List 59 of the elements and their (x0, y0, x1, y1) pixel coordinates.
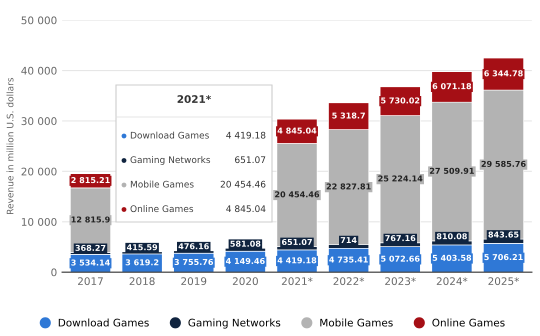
annotation: Online Games (130, 205, 194, 212)
x-tick-label: 2025* (488, 277, 520, 286)
y-tick-label: 30 000 (22, 117, 57, 126)
annotation: 651.07 (235, 156, 266, 164)
data-label: 581.08 (230, 240, 260, 247)
annotation: 20 454.46 (220, 180, 266, 188)
x-tick-label: 2018 (130, 277, 155, 286)
data-label: 25 224.14 (378, 175, 422, 182)
data-label: 651.07 (282, 238, 312, 246)
data-label: 843.65 (488, 231, 518, 238)
x-tick-label: 2017 (78, 277, 103, 286)
data-label: 4 419.18 (278, 257, 316, 264)
data-label: 4 149.46 (226, 258, 265, 264)
data-label: 27 509.91 (430, 168, 474, 174)
x-tick-label: 2020 (232, 277, 258, 286)
data-label: 5 318.7 (332, 112, 365, 119)
data-label: 714 (340, 237, 357, 244)
data-label: 3 755.76 (174, 258, 214, 266)
data-label: 4 735.41 (329, 256, 368, 263)
x-tick-label: 2023* (385, 277, 416, 286)
legend-label: Download Games (58, 318, 149, 327)
y-tick-label: 40 000 (21, 66, 57, 75)
data-label: 2 815.21 (71, 177, 110, 184)
legend-label: Online Games (432, 318, 505, 327)
annotation: Download Games (130, 132, 209, 139)
data-label: 415.59 (126, 244, 158, 250)
x-tick-label: 2021* (282, 277, 313, 286)
data-label: 22 827.81 (326, 183, 371, 190)
data-label: 3 534.14 (71, 260, 110, 266)
data-label: 29 585.76 (482, 160, 526, 167)
x-tick-label: 2024* (436, 277, 468, 286)
data-label: 4 845.04 (278, 128, 316, 134)
data-label: 20 454.46 (275, 191, 320, 198)
data-label: 3 619.2 (126, 259, 158, 266)
data-label: 767.16 (385, 235, 416, 242)
x-tick-label: 2022* (334, 277, 364, 286)
annotation: 4 419.18 (226, 132, 266, 139)
data-label: 5 706.21 (484, 254, 523, 260)
data-label: 6 344.78 (484, 70, 523, 76)
annotation: Gaming Networks (130, 156, 210, 165)
data-label: 5 730.02 (381, 97, 420, 104)
y-tick-label: 50 000 (22, 16, 57, 24)
y-axis-title: Revenue in million U.S. dollars (6, 78, 14, 214)
data-label: 5 403.58 (432, 254, 472, 261)
legend-label: Gaming Networks (188, 318, 280, 329)
annotation: 2021* (178, 95, 212, 104)
data-label: 810.08 (436, 233, 467, 240)
y-tick-label: 20 000 (22, 168, 57, 176)
data-label: 5 072.66 (381, 256, 420, 262)
annotation: Mobile Games (130, 180, 194, 188)
data-label: 12 815.9 (72, 216, 110, 223)
data-label: 368.27 (75, 244, 106, 251)
annotation: 4 845.04 (226, 205, 266, 212)
x-tick-label: 2019 (181, 277, 206, 286)
y-tick-label: 0 (51, 268, 57, 276)
data-label: 476.16 (178, 243, 209, 250)
data-label: 6 071.18 (432, 83, 472, 90)
y-tick-label: 10 000 (22, 218, 57, 226)
legend-label: Mobile Games (320, 318, 393, 327)
